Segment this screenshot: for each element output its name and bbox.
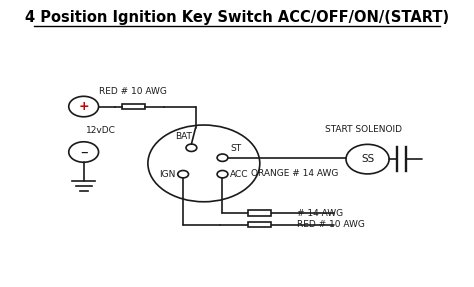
- Text: +: +: [78, 100, 89, 113]
- Text: # 14 AWG: # 14 AWG: [297, 209, 343, 218]
- Text: ACC: ACC: [230, 170, 248, 179]
- Text: RED # 10 AWG: RED # 10 AWG: [100, 87, 167, 96]
- Text: 4 Position Ignition Key Switch ACC/OFF/ON/(START): 4 Position Ignition Key Switch ACC/OFF/O…: [25, 10, 449, 25]
- Text: BAT: BAT: [175, 132, 192, 141]
- Text: –: –: [80, 145, 88, 160]
- Bar: [122, 104, 145, 109]
- Bar: [248, 210, 271, 216]
- Text: START SOLENOID: START SOLENOID: [325, 125, 402, 133]
- Text: ORANGE # 14 AWG: ORANGE # 14 AWG: [251, 168, 339, 178]
- Text: SS: SS: [361, 154, 374, 164]
- Text: IGN: IGN: [159, 170, 176, 179]
- Text: 12vDC: 12vDC: [86, 126, 116, 135]
- Text: ST: ST: [230, 144, 241, 153]
- Text: RED # 10 AWG: RED # 10 AWG: [297, 220, 365, 229]
- Bar: [248, 222, 271, 227]
